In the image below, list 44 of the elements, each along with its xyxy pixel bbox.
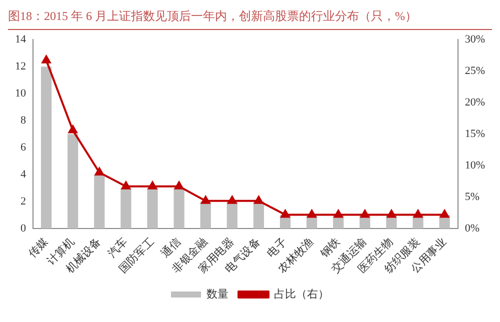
bar [40,66,52,229]
point [414,210,422,218]
point [228,196,237,204]
y2-tick-label: 25% [464,64,486,77]
bar [68,134,78,229]
y2-tick-label: 20% [464,96,486,108]
y-tick-label: 10 [15,87,26,100]
point [68,125,78,134]
point [334,210,343,218]
point [386,210,396,218]
bar [120,188,132,229]
bar [147,188,158,229]
point [360,210,370,218]
bar [94,174,105,229]
point [121,181,130,190]
point [440,210,450,218]
y-tick-label: 12 [15,60,26,72]
y2-tick-label: 30% [464,33,486,46]
bar [226,202,238,229]
legend-label: 占比（右） [274,287,329,300]
y2-tick-label: 15% [464,128,486,140]
legend-label: 数量 [206,288,228,300]
y-tick-label: 6 [20,141,26,154]
y2-tick-label: 0% [464,222,480,234]
point [201,196,210,204]
y2-tick-label: 5% [464,190,480,203]
point [148,181,157,190]
point [94,168,104,176]
point [280,210,290,218]
point [254,196,264,204]
point [174,181,184,190]
bar [253,202,264,229]
y-tick-label: 2 [20,195,26,208]
point [307,210,316,218]
y-tick-label: 8 [20,114,26,126]
y-tick-label: 4 [20,168,26,180]
chart-title: 图18：2015 年 6 月上证指数见顶后一年内，创新高股票的行业分布（只，%） [8,8,492,30]
bar [174,188,184,229]
bar [200,202,211,229]
point [42,55,51,64]
y2-tick-label: 10% [464,159,486,172]
x-tick-label: 传媒 [26,236,50,260]
y-tick-label: 0 [20,222,26,234]
y-tick-label: 14 [15,33,26,46]
